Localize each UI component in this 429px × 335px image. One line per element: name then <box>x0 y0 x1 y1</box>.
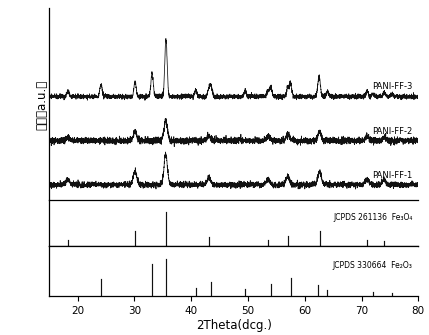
X-axis label: 2Theta(dcg.): 2Theta(dcg.) <box>196 319 272 332</box>
Text: PANI-FF-2: PANI-FF-2 <box>372 127 413 136</box>
Y-axis label: 强度（a.u.）: 强度（a.u.） <box>35 79 48 130</box>
Text: JCPDS 330664  Fe₂O₃: JCPDS 330664 Fe₂O₃ <box>333 261 413 270</box>
Text: JCPDS 261136  Fe₃O₄: JCPDS 261136 Fe₃O₄ <box>333 213 413 222</box>
Text: PANI-FF-1: PANI-FF-1 <box>372 171 413 180</box>
Text: PANI-FF-3: PANI-FF-3 <box>372 82 413 91</box>
